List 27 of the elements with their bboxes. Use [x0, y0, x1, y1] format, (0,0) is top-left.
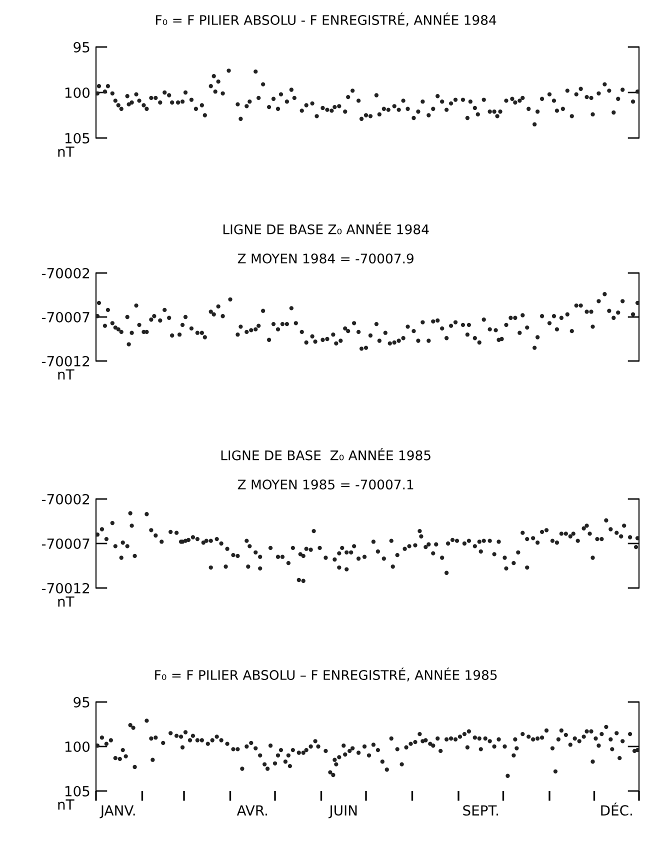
- y-axis-title: nT: [58, 369, 74, 380]
- y-tick-label: -70012: [42, 356, 90, 366]
- chart-title: LIGNE DE BASE Z₀ ANNÉE 1984: [223, 222, 429, 234]
- x-tick-label: JUIN: [328, 805, 357, 818]
- x-tick-label: AVR.: [236, 805, 267, 816]
- y-axis-title: nT: [58, 146, 74, 157]
- chart-title: F₀ = F PILIER ABSOLU – F ENREGISTRÉ, ANNÉE 1985: [155, 668, 497, 682]
- chart-subtitle: Z MOYEN 1985 = -70007.1: [238, 480, 414, 490]
- y-tick-label: 100: [65, 741, 90, 752]
- y-tick-label: 95: [74, 42, 90, 52]
- y-tick-label: 105: [65, 132, 90, 144]
- y-tick-label: -70002: [42, 494, 90, 504]
- y-tick-label: -70007: [42, 312, 90, 322]
- y-tick-label: -70002: [42, 268, 90, 278]
- chart-title: LIGNE DE BASE Z₀ ANNÉE 1985: [221, 448, 430, 460]
- chart-title: F₀ = F PILIER ABSOLU - F ENREGISTRÉ, ANNÉE 1984: [156, 12, 496, 26]
- x-tick-label: SEPT.: [463, 805, 498, 816]
- x-tick-label: JANV.: [100, 805, 135, 818]
- y-tick-label: 100: [65, 87, 90, 98]
- y-axis-title: nT: [58, 799, 74, 810]
- y-axis-title: nT: [58, 596, 74, 607]
- y-tick-label: 105: [65, 786, 90, 796]
- y-tick-label: -70007: [42, 538, 90, 549]
- x-tick-label: DÉC.: [601, 802, 632, 816]
- chart-subtitle: Z MOYEN 1984 = -70007.9: [238, 254, 414, 264]
- y-tick-label: -70012: [42, 582, 90, 594]
- y-tick-label: 95: [74, 696, 90, 708]
